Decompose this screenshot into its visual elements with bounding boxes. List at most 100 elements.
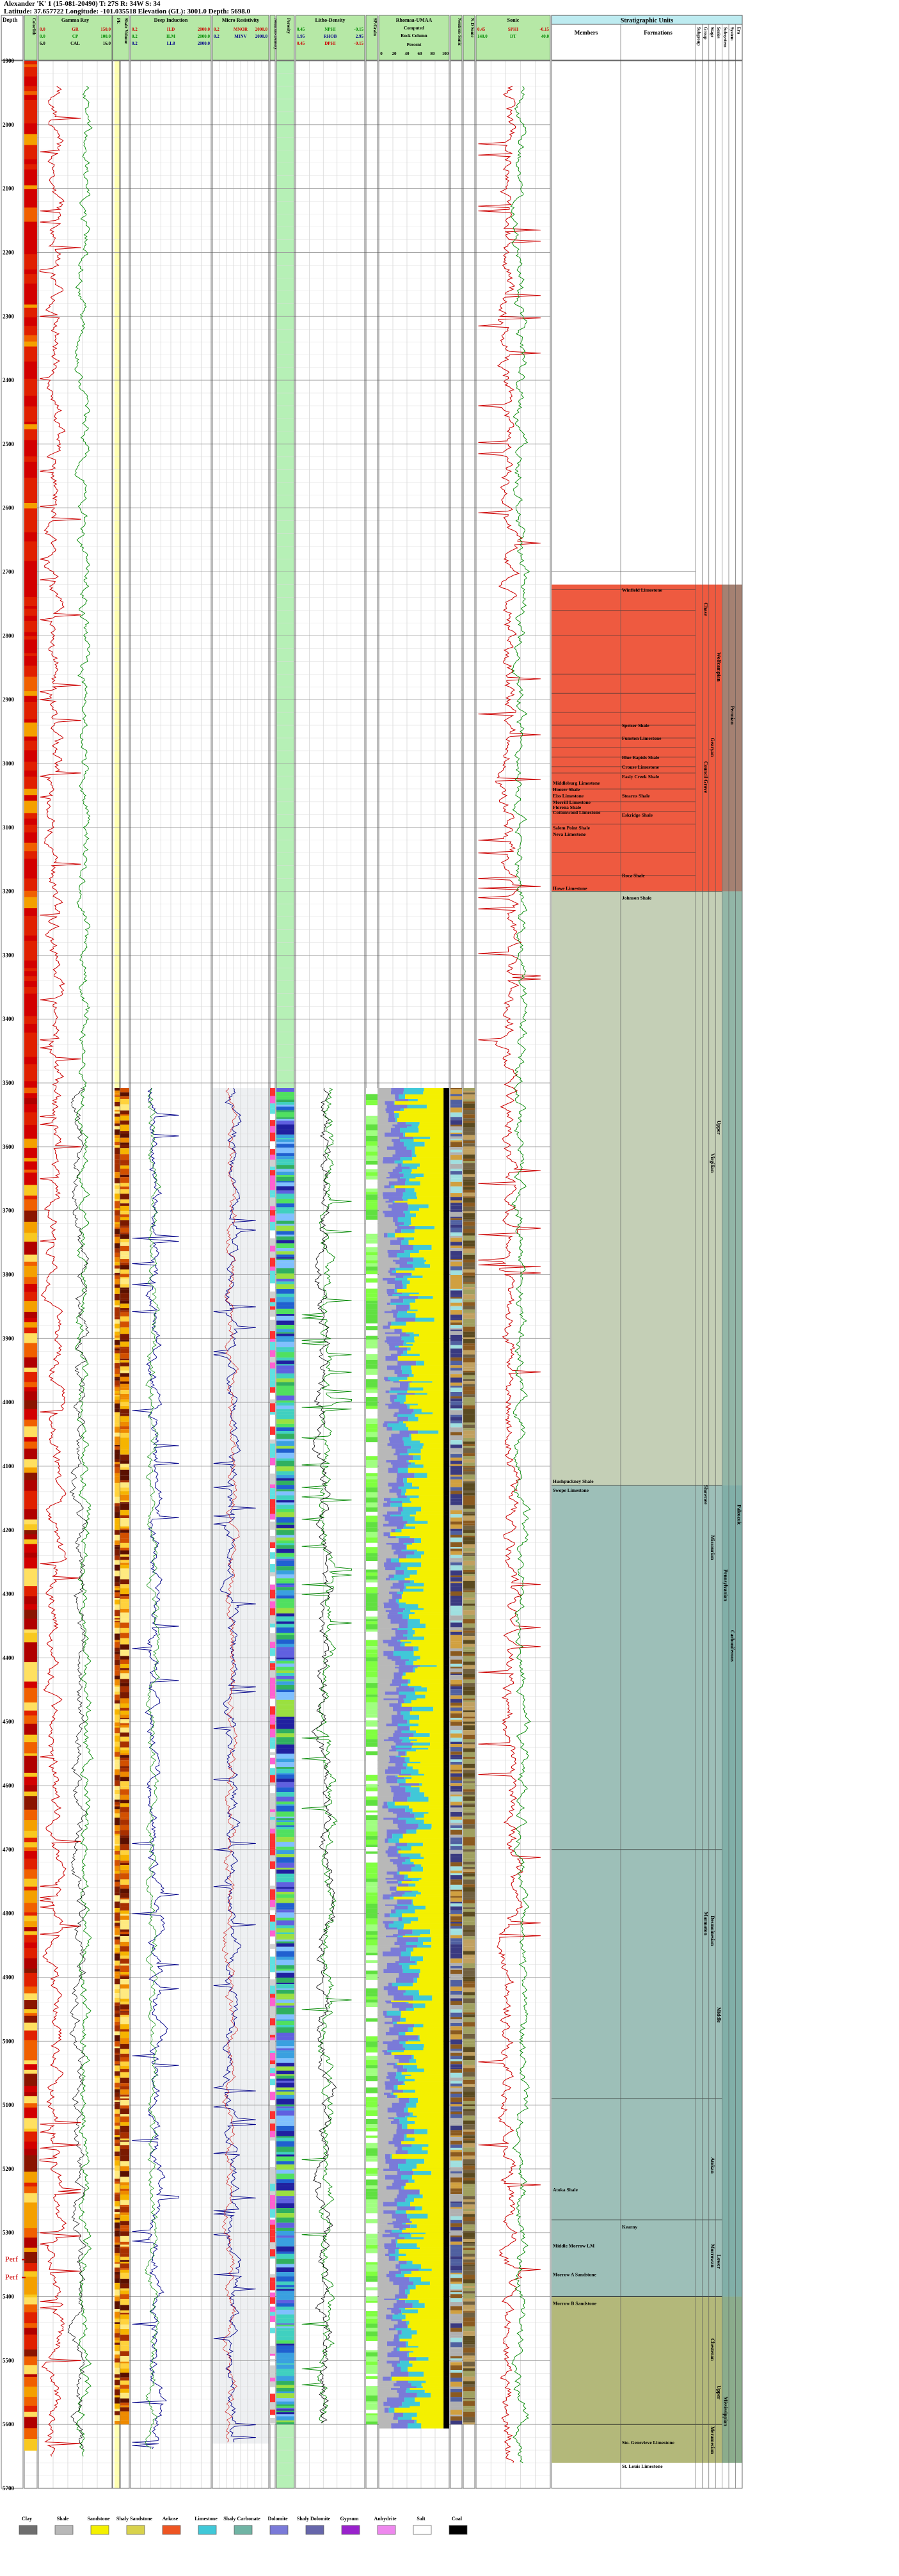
rock-column-segment — [379, 1850, 386, 1854]
porosity-band — [276, 1231, 294, 1235]
ns-band — [450, 1279, 462, 1284]
rock-column-segment — [388, 1599, 396, 1603]
shale-band — [120, 2065, 129, 2069]
sp-band — [366, 1192, 378, 1195]
rock-column-segment — [383, 1160, 395, 1164]
rock-column-segment — [443, 2228, 449, 2230]
ns-band — [450, 1773, 462, 1777]
shale-band — [120, 1228, 129, 1233]
rock-column-segment — [413, 2112, 444, 2116]
pe-band — [115, 1145, 120, 1148]
porosity-band — [276, 1768, 294, 1773]
porosity-band — [276, 1545, 294, 1549]
rock-column-segment — [443, 1390, 449, 1393]
pe-band — [115, 1446, 120, 1450]
sp-band — [366, 1432, 378, 1437]
nd-band — [270, 1465, 275, 1474]
rock-column-segment — [392, 2221, 412, 2223]
nd2-band — [463, 1146, 475, 1150]
rock-column-segment — [379, 1634, 396, 1637]
ns-band — [450, 1891, 462, 1896]
colorlith-band — [24, 2128, 37, 2132]
ns-band — [450, 2044, 462, 2049]
rock-column-segment — [424, 1551, 444, 1555]
sp-band — [366, 1297, 378, 1301]
shale-band — [120, 1096, 129, 1099]
nd2-band — [463, 2100, 475, 2105]
shale-band — [120, 1747, 129, 1750]
porosity-band — [276, 1360, 294, 1364]
rock-column-segment — [383, 1602, 398, 1604]
rock-column-segment — [391, 1608, 406, 1610]
shale-band — [120, 1753, 129, 1756]
porosity-band — [276, 1248, 294, 1252]
ns-band — [450, 1789, 462, 1792]
nd-band — [270, 2249, 275, 2257]
ns-band — [450, 1812, 462, 1817]
rock-column-segment — [410, 1956, 424, 1962]
rock-column-segment — [379, 2017, 393, 2022]
sp-band — [366, 1968, 378, 1971]
rock-column-segment — [399, 2249, 444, 2254]
rock-column-segment — [379, 1935, 386, 1938]
porosity-band — [276, 2123, 294, 2126]
rock-column-segment — [403, 1210, 410, 1214]
nd2-band — [463, 2022, 475, 2027]
shale-band — [120, 2319, 129, 2321]
rock-column-segment — [389, 2253, 406, 2257]
colorlith-band — [24, 358, 37, 362]
nd2-band — [463, 2237, 475, 2239]
rock-column-segment — [399, 1962, 417, 1965]
sp-band — [366, 1176, 378, 1180]
rock-column-segment — [391, 1787, 406, 1793]
pe-band — [115, 1727, 120, 1734]
rock-column-segment — [379, 1857, 398, 1860]
pe-band — [115, 1418, 120, 1424]
sp-band — [366, 2068, 378, 2074]
rock-column-segment — [408, 1427, 444, 1431]
rock-column-segment — [405, 1990, 419, 1993]
rock-column-segment — [400, 1643, 405, 1647]
rock-column-segment — [398, 1538, 415, 1544]
rock-column-segment — [397, 1237, 404, 1240]
rock-column-segment — [379, 1379, 386, 1382]
nd2-band — [463, 2308, 475, 2310]
rock-column-segment — [392, 1154, 412, 1158]
nd2-band — [463, 2095, 475, 2098]
rock-column-segment — [414, 2137, 444, 2141]
shale-band — [120, 1942, 129, 1947]
shale-band — [120, 1116, 129, 1121]
rock-column-segment — [400, 1139, 414, 1142]
rock-column-segment — [401, 2083, 406, 2086]
ns-band — [450, 1107, 462, 1113]
rock-column-segment — [443, 1802, 449, 1806]
rock-column-segment — [443, 1113, 449, 1119]
rock-column-segment — [443, 1260, 449, 1262]
rock-column-segment — [411, 2054, 414, 2060]
rock-column-segment — [383, 1192, 403, 1197]
pe-band — [115, 2408, 120, 2412]
rock-column-segment — [443, 1838, 449, 1843]
rock-column-segment — [443, 1350, 449, 1354]
rock-column-segment — [379, 1786, 390, 1788]
colorlith-band — [24, 2118, 37, 2129]
nd2-band — [463, 1658, 475, 1662]
nd2-band — [463, 1544, 475, 1548]
nd-band — [270, 1878, 275, 1886]
rock-column-segment — [388, 1437, 403, 1441]
rock-column-segment — [402, 1501, 411, 1503]
rock-column-segment — [443, 2097, 449, 2104]
porosity-band — [276, 1984, 294, 1988]
colorlith-band — [24, 2387, 37, 2397]
rock-column-segment — [379, 1656, 388, 1660]
colorlith-band — [24, 2013, 37, 2017]
nd-band — [270, 1558, 275, 1564]
rock-column-segment — [397, 1455, 414, 1460]
colorlith-band — [24, 1921, 37, 1928]
colorlith-band — [24, 740, 37, 751]
shale-band — [120, 2138, 129, 2141]
rock-column-segment — [389, 2027, 408, 2033]
rock-column-segment — [443, 1321, 449, 1326]
shale-band — [120, 2362, 129, 2364]
rock-column-segment — [387, 2050, 404, 2052]
